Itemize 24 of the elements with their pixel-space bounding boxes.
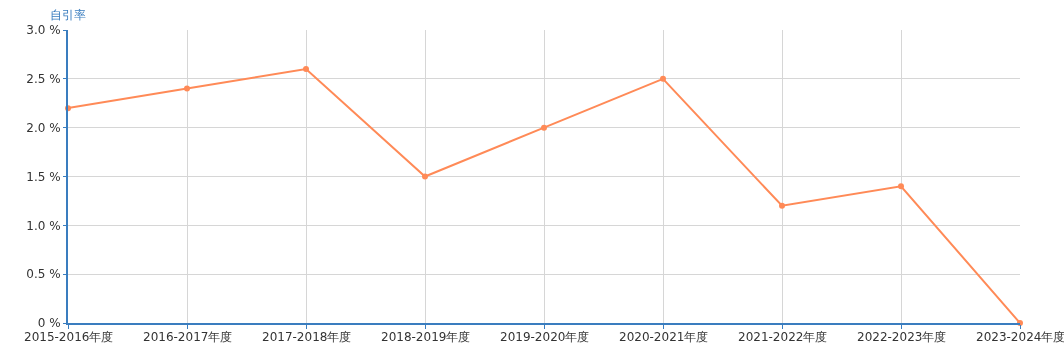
x-tick-label: 2019-2020年度: [500, 330, 590, 344]
y-tick-label: 1.5 %: [26, 169, 61, 184]
x-tick-label: 2021-2022年度: [738, 330, 828, 344]
point: [303, 66, 309, 73]
y-tick-label: 1.0 %: [26, 218, 61, 233]
y-tick-label: 3.0 %: [26, 23, 61, 38]
point: [779, 202, 785, 209]
point: [660, 75, 666, 82]
x-tick-label: 2015-2016年度: [24, 330, 114, 344]
x-tick-label: 2016-2017年度: [143, 330, 233, 344]
y-axis-title: 自引率: [50, 8, 86, 22]
x-tick-label: 2018-2019年度: [381, 330, 471, 344]
point: [422, 173, 428, 180]
y-tick-label: 0.5 %: [26, 267, 61, 282]
y-tick-label: 2.0 %: [26, 120, 61, 135]
x-tick-label: 2020-2021年度: [619, 330, 709, 344]
x-tick-label: 2017-2018年度: [262, 330, 352, 344]
point: [541, 124, 547, 131]
point: [898, 183, 904, 190]
y-tick-label: 0 %: [37, 316, 61, 331]
point: [184, 85, 190, 92]
x-tick-label: 2022-2023年度: [857, 330, 947, 344]
y-tick-label: 2.5 %: [26, 72, 61, 87]
x-tick-label: 2023-2024年度: [976, 330, 1064, 344]
